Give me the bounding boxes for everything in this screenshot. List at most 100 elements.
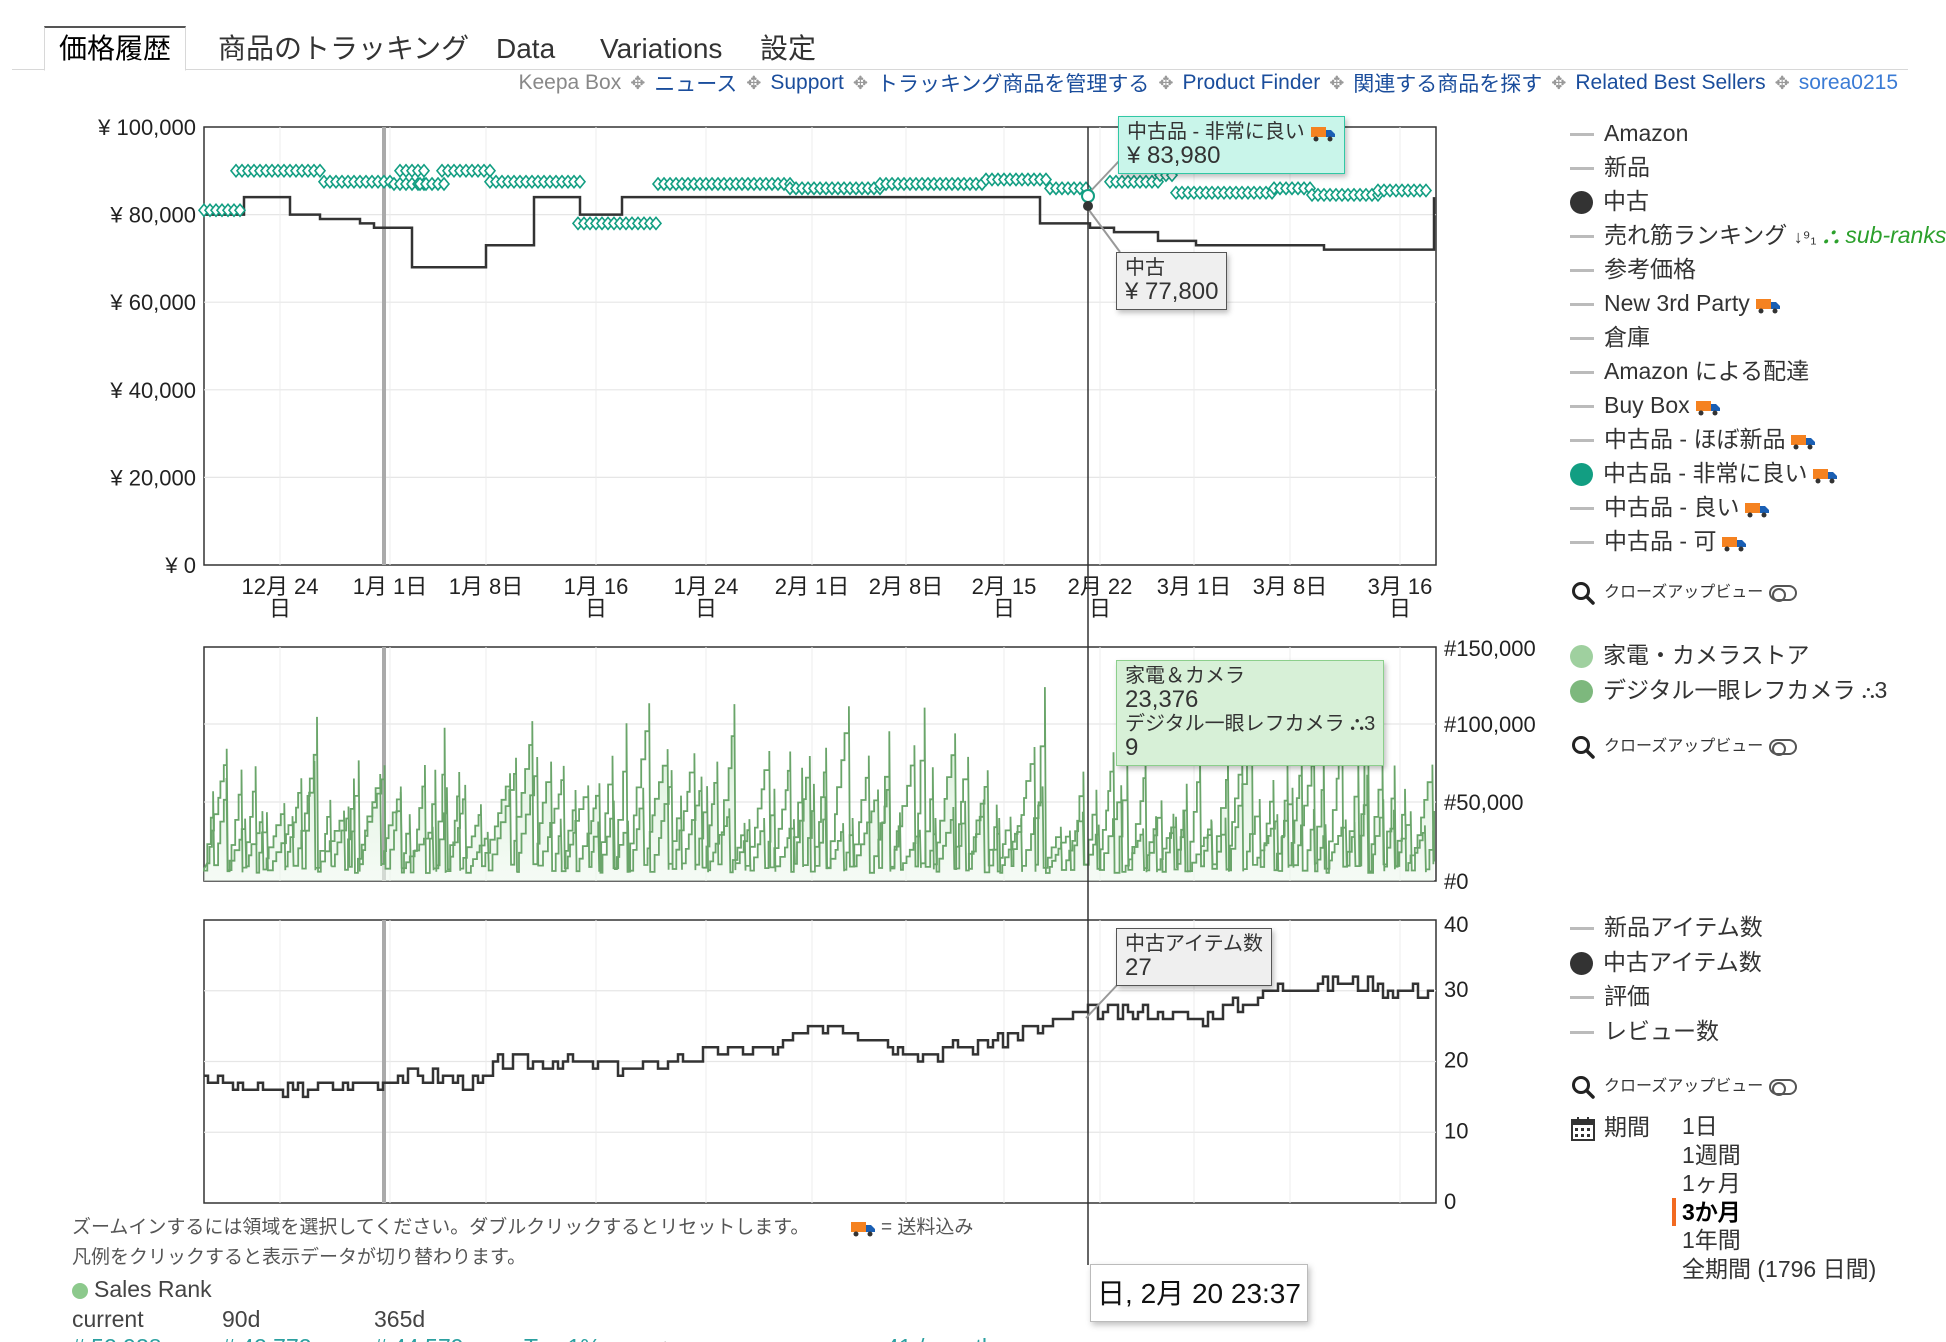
toggle-icon[interactable] bbox=[1769, 1078, 1798, 1096]
legend-item[interactable]: 売れ筋ランキング ↓⁹₁ ⛬ sub-ranks bbox=[1570, 220, 1946, 250]
legend-item[interactable]: 中古品 - 良い bbox=[1570, 492, 1770, 522]
legend-item[interactable]: 中古品 - 可 bbox=[1570, 526, 1747, 556]
legend-item[interactable]: 評価 bbox=[1570, 981, 1650, 1011]
period-option[interactable]: 1週間 bbox=[1682, 1141, 1741, 1168]
toggle-icon[interactable] bbox=[1769, 738, 1798, 756]
tooltip-value: ¥ 83,980 bbox=[1127, 142, 1221, 169]
legend-item[interactable]: Amazon による配達 bbox=[1570, 356, 1809, 386]
price-chart[interactable]: ¥ 100,000 ¥ 80,000 ¥ 60,000 ¥ 40,000 ¥ 20,00… bbox=[97, 115, 1437, 621]
keepa-box-link[interactable]: Keepa Box bbox=[518, 71, 622, 94]
separator-icon: ✥ bbox=[852, 72, 868, 93]
tab-price-history[interactable]: 価格履歴 bbox=[44, 26, 187, 71]
data-point bbox=[1039, 172, 1053, 187]
legend-label: 中古アイテム数 bbox=[1603, 948, 1762, 975]
tab-data[interactable]: Data bbox=[496, 33, 556, 64]
price-chart-frame bbox=[203, 126, 1437, 566]
rank-category[interactable]: 家電・カメラストア bbox=[654, 1334, 861, 1342]
y-tick-label: ¥ 60,000 bbox=[109, 290, 196, 315]
period-option[interactable]: 1日 bbox=[1682, 1113, 1718, 1139]
x-tick-label: 日 bbox=[993, 596, 1015, 621]
x-tick-label: 日 bbox=[269, 596, 291, 621]
legend-item[interactable]: Amazon bbox=[1570, 118, 1688, 148]
legend-item[interactable]: 新品アイテム数 bbox=[1570, 912, 1763, 942]
tab-tracking[interactable]: 商品のトラッキング bbox=[218, 33, 470, 64]
period-option[interactable]: 3か月 bbox=[1672, 1197, 1741, 1226]
legend-item[interactable]: レビュー数 bbox=[1570, 1016, 1719, 1046]
legend-label: レビュー数 bbox=[1604, 1017, 1719, 1044]
legend-item[interactable]: 中古 bbox=[1570, 186, 1649, 216]
legend-label: Buy Box bbox=[1604, 392, 1690, 418]
tooltip-label: 中古品 - 非常に良い bbox=[1127, 121, 1336, 143]
tooltip-pointer bbox=[1085, 981, 1121, 1019]
date-tooltip: 日, 2月 20 23:37 bbox=[1090, 1264, 1308, 1322]
legend-label: 評価 bbox=[1604, 983, 1650, 1009]
manage-tracking-link[interactable]: トラッキング商品を管理する bbox=[877, 73, 1150, 96]
period-option[interactable]: 1年間 bbox=[1682, 1227, 1741, 1253]
period-option[interactable]: 全期間 (1796 日間) bbox=[1682, 1255, 1877, 1282]
store-rank-series bbox=[203, 704, 1435, 874]
data-point bbox=[1419, 183, 1433, 198]
legend-item[interactable]: 中古品 - 非常に良い bbox=[1570, 458, 1838, 488]
used-count-series bbox=[204, 975, 1434, 1099]
legend-label: Amazon による配達 bbox=[1604, 358, 1810, 384]
y-tick-label: ¥ 100,000 bbox=[97, 115, 196, 140]
related-best-sellers-link[interactable]: Related Best Sellers bbox=[1575, 71, 1766, 94]
related-products-link[interactable]: 関連する商品を探す bbox=[1353, 73, 1543, 96]
col-current: current bbox=[72, 1306, 144, 1332]
separator-icon: ✥ bbox=[1774, 72, 1790, 93]
col-90d: 90d bbox=[222, 1306, 261, 1332]
closeup-toggle-rank[interactable]: クローズアップビュー bbox=[1570, 732, 1798, 762]
tab-settings[interactable]: 設定 bbox=[760, 33, 817, 64]
closeup-toggle-count[interactable]: クローズアップビュー bbox=[1570, 1072, 1798, 1102]
y-tick-label: #50,000 bbox=[1444, 790, 1524, 815]
tooltip-pointer bbox=[1085, 159, 1121, 197]
sales-rank-heading[interactable]: Sales Rank bbox=[72, 1276, 212, 1303]
separator-icon: ✥ bbox=[1329, 72, 1345, 93]
y-tick-label: #150,000 bbox=[1444, 636, 1536, 661]
user-link[interactable]: sorea0215 bbox=[1798, 71, 1898, 94]
legend-item[interactable]: 家電・カメラストア bbox=[1570, 640, 1810, 670]
legend-item[interactable]: 中古品 - ほぼ新品 bbox=[1570, 424, 1816, 454]
closeup-toggle-price[interactable]: クローズアップビュー bbox=[1570, 578, 1798, 608]
period-option[interactable]: 1ヶ月 bbox=[1682, 1170, 1741, 1196]
price-grid bbox=[204, 127, 1436, 565]
x-tick-label: 2月 22 bbox=[1068, 574, 1133, 599]
legend-item[interactable]: デジタル一眼レフカメラ ⛬3 bbox=[1570, 675, 1887, 705]
toggle-icon[interactable] bbox=[1769, 584, 1798, 602]
legend-dot-icon bbox=[1570, 645, 1593, 669]
y-tick-label: 20 bbox=[1444, 1048, 1468, 1073]
support-link[interactable]: Support bbox=[770, 71, 844, 94]
count-chart[interactable]: 40 30 20 10 0 bbox=[203, 912, 1468, 1214]
legend-item[interactable]: 中古アイテム数 bbox=[1570, 947, 1762, 977]
x-tick-label: 3月 1日 bbox=[1157, 574, 1232, 599]
legend-item[interactable]: 新品 bbox=[1570, 152, 1650, 182]
truck-icon bbox=[850, 1221, 875, 1237]
truck-icon bbox=[1791, 434, 1816, 450]
data-point bbox=[437, 176, 451, 192]
separator-icon: ✥ bbox=[746, 72, 762, 93]
separator-icon: ✥ bbox=[1551, 72, 1567, 93]
legend-dash-icon bbox=[1570, 371, 1594, 375]
legend-item[interactable]: 倉庫 bbox=[1570, 322, 1650, 352]
legend-item[interactable]: 参考価格 bbox=[1570, 254, 1696, 284]
calendar-icon bbox=[1571, 1116, 1595, 1141]
sub-rank-link[interactable]: ⛬ sub-ranks bbox=[1822, 222, 1946, 248]
sitemap-icon: ⛬ bbox=[1350, 713, 1365, 735]
used-price-series bbox=[204, 195, 1436, 269]
hover-point bbox=[1083, 201, 1093, 211]
legend-item[interactable]: Buy Box bbox=[1570, 390, 1721, 420]
tooltip-label: 中古アイテム数 bbox=[1125, 933, 1263, 955]
legend-label: 中古品 - ほぼ新品 bbox=[1604, 426, 1786, 452]
product-finder-link[interactable]: Product Finder bbox=[1182, 71, 1321, 94]
news-link[interactable]: ニュース bbox=[654, 73, 738, 96]
y-tick-label: #0 bbox=[1444, 869, 1468, 894]
x-tick-label: 日 bbox=[695, 596, 717, 621]
count-tooltip: 中古アイテム数 27 bbox=[1116, 928, 1272, 986]
x-tick-label: 日 bbox=[1389, 596, 1411, 621]
rank-y-axis: #150,000 #100,000 #50,000 #0 bbox=[1444, 636, 1536, 894]
tab-variations[interactable]: Variations bbox=[600, 33, 723, 64]
legend-item[interactable]: New 3rd Party bbox=[1570, 288, 1781, 318]
y-tick-label: ¥ 20,000 bbox=[109, 465, 196, 490]
